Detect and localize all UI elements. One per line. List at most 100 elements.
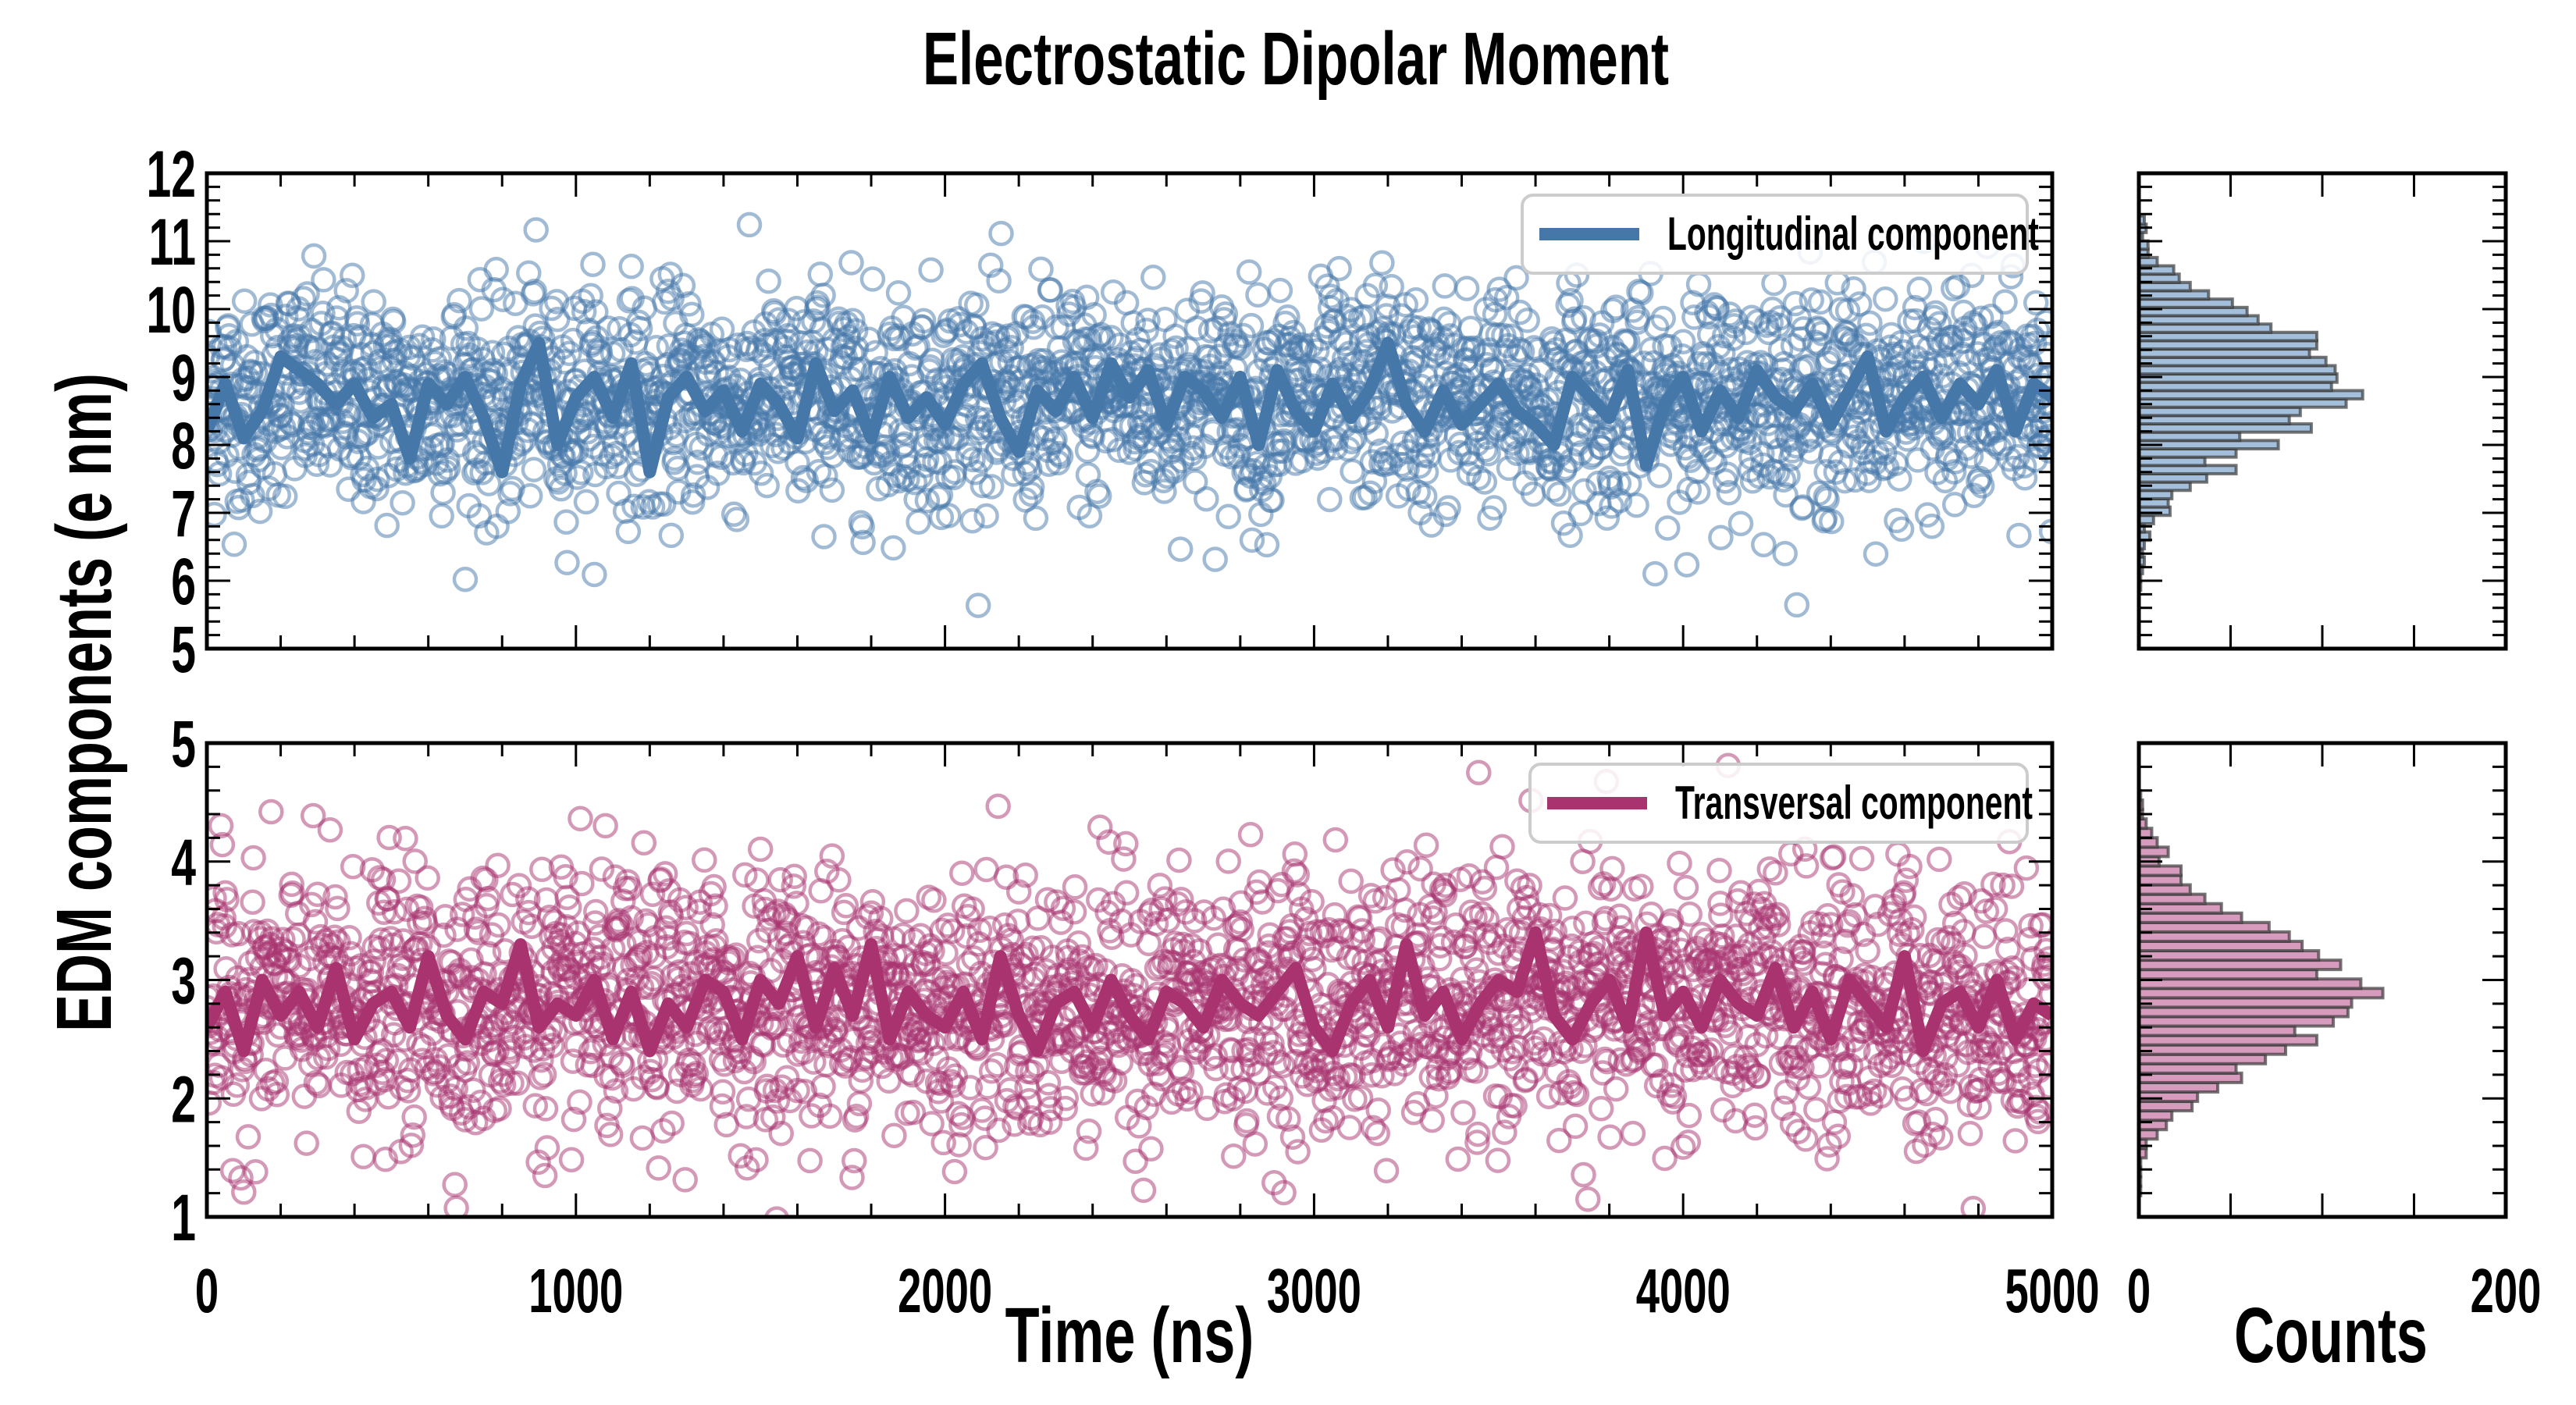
scatter-point [1807, 911, 1834, 937]
scatter-point [1407, 855, 1433, 882]
scatter-point [659, 1110, 685, 1136]
scatter-point [1037, 1109, 1063, 1135]
scatter-point [557, 895, 582, 920]
scatter-point [1546, 1127, 1572, 1154]
scatter-point [868, 905, 894, 931]
scatter-point [1357, 883, 1384, 909]
scatter-point [1229, 916, 1254, 943]
scatter-point [1002, 1112, 1027, 1137]
scatter-point [1357, 480, 1383, 506]
scatter-point [724, 507, 750, 532]
scatter-point [1172, 899, 1199, 925]
scatter-point [973, 1134, 998, 1161]
scatter-point [1672, 1057, 1699, 1083]
scatter-point [763, 1206, 790, 1217]
scatter-point [1365, 1097, 1391, 1123]
scatter-point [519, 412, 546, 438]
scatter-point [1855, 938, 1880, 964]
scatter-point [1459, 944, 1485, 971]
scatter-point [1606, 470, 1632, 496]
scatter-point [939, 918, 966, 944]
scatter-point [1096, 829, 1122, 855]
scatter-point [1841, 276, 1866, 302]
scatter-point [986, 1117, 1012, 1144]
scatter-point [280, 926, 306, 952]
scatter-point [258, 799, 284, 825]
scatter-point [930, 1129, 956, 1156]
scatter-point [315, 1035, 341, 1062]
scatter-point [1194, 486, 1219, 512]
scatter-point [933, 940, 959, 966]
scatter-point [1123, 1148, 1148, 1174]
scatter-point [658, 522, 685, 549]
scatter-point [1053, 1085, 1079, 1112]
scatter-point [953, 923, 980, 949]
scatter-point [1309, 325, 1336, 351]
scatter-point [429, 431, 455, 457]
scatter-point [1901, 904, 1927, 930]
scatter-point [1113, 880, 1140, 905]
scatter-point [532, 1162, 558, 1189]
scatter-point [340, 262, 365, 289]
scatter-point [376, 824, 402, 851]
scatter-point [1720, 325, 1746, 351]
scatter-point [1360, 1115, 1386, 1140]
scatter-point [807, 261, 834, 287]
scatter-point [946, 1132, 972, 1158]
scatter-point [1845, 1037, 1871, 1063]
scatter-point [1819, 508, 1845, 535]
scatter-point [813, 1051, 839, 1078]
scatter-point [1129, 414, 1155, 440]
scatter-point [966, 917, 993, 944]
scatter-point [1166, 847, 1192, 873]
scatter-point [1624, 493, 1649, 518]
scatter-point [1820, 844, 1847, 870]
scatter-point [1836, 909, 1863, 935]
scatter-point [442, 1172, 468, 1197]
scatter-point [1137, 449, 1162, 475]
scatter-point [1276, 1106, 1301, 1132]
scatter-point [582, 561, 607, 588]
scatter-point [635, 912, 661, 937]
scatter-point [1167, 536, 1194, 562]
scatter-point [1600, 297, 1626, 324]
scatter-point [1450, 1100, 1476, 1126]
scatter-point [1742, 1102, 1768, 1128]
scatter-point [1708, 525, 1734, 550]
y-tick-label: 11 [149, 206, 196, 279]
scatter-point [1761, 270, 1787, 297]
scatter-point [672, 1167, 698, 1193]
scatter-point [1840, 412, 1866, 439]
scatter-point [1432, 882, 1458, 908]
scatter-point [908, 464, 934, 489]
scatter-point [1571, 304, 1596, 331]
scatter-point [636, 489, 662, 514]
scatter-point [279, 871, 304, 898]
scatter-point [228, 1165, 254, 1191]
scatter-point [1603, 294, 1629, 320]
scatter-point [333, 278, 359, 304]
y-tick-label: 12 [146, 138, 196, 212]
scatter-point [1839, 883, 1865, 909]
scatter-point [1431, 306, 1457, 333]
scatter-point [1158, 338, 1185, 364]
scatter-point [1471, 876, 1498, 902]
scatter-point [2036, 424, 2052, 450]
scatter-point [372, 1147, 399, 1172]
scatter-point [1811, 940, 1838, 966]
scatter-point [1238, 312, 1265, 339]
scatter-point [1147, 873, 1173, 898]
scatter-point [596, 315, 621, 341]
scatter-point [1503, 265, 1529, 291]
scatter-point [351, 467, 377, 493]
scatter-point [1546, 481, 1572, 507]
scatter-point [287, 388, 314, 414]
scatter-point [1413, 832, 1439, 859]
scatter-point [1803, 1097, 1829, 1122]
scatter-point [941, 1158, 968, 1185]
scatter-point [754, 472, 780, 499]
scatter-point [1742, 1115, 1769, 1141]
scatter-point [1535, 1083, 1562, 1109]
scatter-point [1838, 1053, 1864, 1079]
scatter-point [1133, 1094, 1159, 1121]
